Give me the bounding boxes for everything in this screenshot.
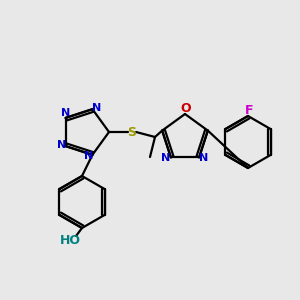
Text: N: N	[84, 151, 93, 161]
Text: N: N	[200, 153, 209, 164]
Text: N: N	[57, 140, 66, 150]
Text: N: N	[92, 103, 101, 113]
Text: HO: HO	[59, 233, 80, 247]
Text: S: S	[128, 125, 136, 139]
Text: O: O	[181, 103, 191, 116]
Text: F: F	[245, 103, 253, 116]
Text: N: N	[161, 153, 170, 164]
Text: N: N	[61, 108, 70, 118]
